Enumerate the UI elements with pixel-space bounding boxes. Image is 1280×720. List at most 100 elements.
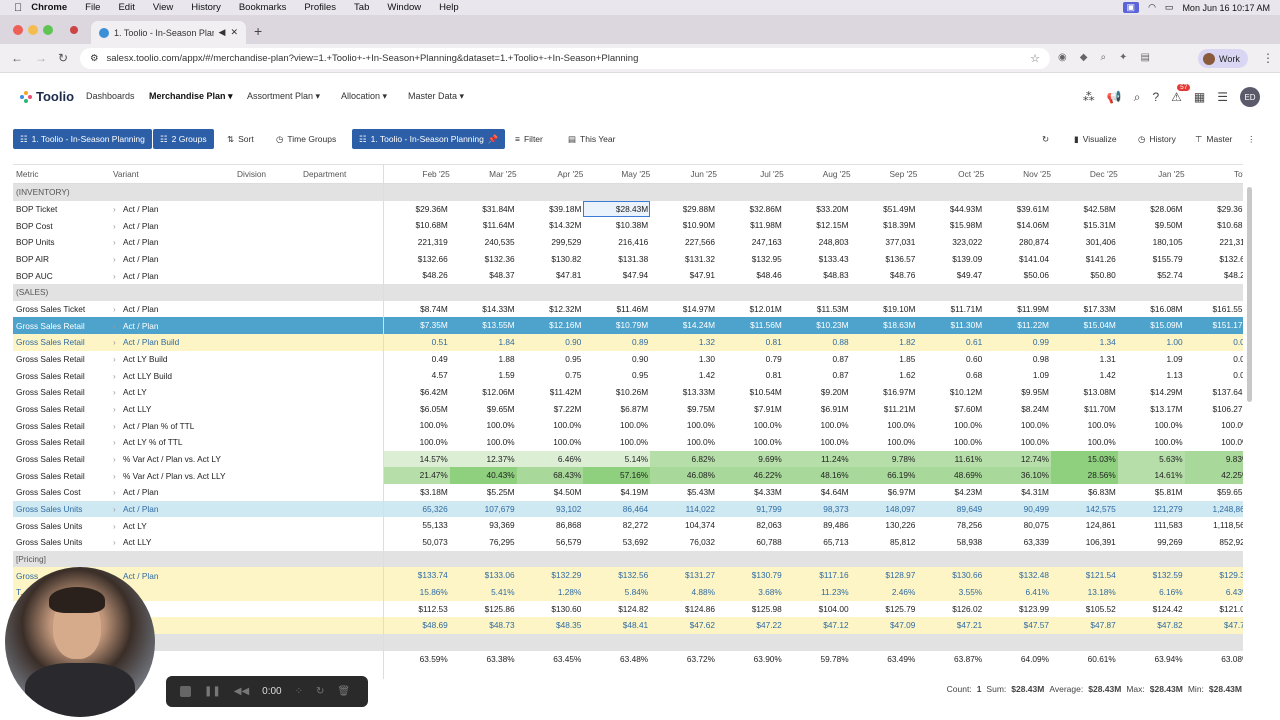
value-cell[interactable]: 1.30: [698, 353, 715, 364]
value-cell[interactable]: 100.0%: [753, 420, 782, 431]
value-cell[interactable]: $129.36: [1219, 570, 1243, 581]
value-cell[interactable]: $48.37: [489, 270, 515, 281]
value-cell[interactable]: 1,118,566: [1213, 520, 1243, 531]
value-cell[interactable]: $16.08M: [1150, 303, 1183, 314]
profile-button[interactable]: Work: [1198, 49, 1248, 68]
value-cell[interactable]: 100.0%: [686, 437, 715, 448]
value-cell[interactable]: $4.23M: [954, 487, 983, 498]
value-cell[interactable]: 53,692: [622, 537, 649, 548]
value-cell[interactable]: 377,031: [885, 237, 916, 247]
value-cell[interactable]: 82,272: [622, 520, 649, 531]
value-cell[interactable]: 6.43%: [1225, 587, 1243, 598]
value-cell[interactable]: 130,226: [885, 520, 916, 531]
value-cell[interactable]: 100.0%: [820, 420, 849, 431]
value-cell[interactable]: $126.02: [952, 603, 983, 614]
value-cell[interactable]: $8.74M: [420, 303, 448, 314]
value-cell[interactable]: 63,339: [1023, 537, 1049, 548]
value-cell[interactable]: $133.74: [417, 570, 448, 581]
variant-cell[interactable]: › Act / Plan: [113, 321, 238, 331]
value-cell[interactable]: 1.13: [1166, 370, 1183, 381]
value-cell[interactable]: 89,649: [956, 503, 983, 514]
value-cell[interactable]: $52.74: [1157, 270, 1183, 281]
value-cell[interactable]: $44.93M: [949, 203, 983, 214]
value-cell[interactable]: 48.16%: [783, 467, 851, 485]
restart-icon[interactable]: ↻: [316, 686, 325, 697]
apple-icon[interactable]: : [14, 2, 22, 14]
value-cell[interactable]: $9.50M: [1154, 220, 1183, 231]
value-cell[interactable]: $125.98: [751, 603, 782, 614]
metric-cell[interactable]: Gross Sales Units: [16, 537, 83, 548]
master-button[interactable]: ⊤ Master: [1195, 133, 1233, 145]
col-month[interactable]: Feb '25: [422, 169, 450, 179]
value-cell[interactable]: $10.38M: [615, 220, 649, 231]
value-cell[interactable]: $139.09: [952, 253, 983, 264]
value-cell[interactable]: $4.50M: [553, 487, 582, 498]
col-month[interactable]: Mar '25: [489, 169, 517, 179]
value-cell[interactable]: 63.87%: [954, 653, 983, 664]
value-cell[interactable]: $132.56: [618, 570, 649, 581]
value-cell[interactable]: $11.64M: [482, 220, 515, 231]
value-cell[interactable]: $15.04M: [1083, 320, 1116, 331]
value-cell[interactable]: $39.61M: [1016, 203, 1049, 214]
rewind-icon[interactable]: ◀◀: [233, 686, 250, 697]
value-cell[interactable]: 1.62: [899, 370, 916, 381]
value-cell[interactable]: $136.57: [885, 253, 916, 264]
site-info-icon[interactable]: ⚙: [90, 53, 99, 64]
value-cell[interactable]: 0.00: [1233, 337, 1243, 348]
value-cell[interactable]: $124.86: [684, 603, 715, 614]
menu-item[interactable]: Help: [430, 2, 459, 13]
expand-chevron-icon[interactable]: ›: [113, 437, 116, 448]
expand-chevron-icon[interactable]: ›: [113, 387, 116, 398]
value-cell[interactable]: $47.91: [689, 270, 715, 281]
value-cell[interactable]: $47.21: [956, 620, 983, 631]
value-cell[interactable]: 4.57: [431, 370, 448, 381]
zoom-window-icon[interactable]: [43, 25, 53, 35]
value-cell[interactable]: $17.33M: [1083, 303, 1116, 314]
tab-close-icon[interactable]: ✕: [230, 27, 238, 37]
value-cell[interactable]: $9.75M: [687, 403, 715, 414]
value-cell[interactable]: 58,938: [956, 537, 983, 548]
value-cell[interactable]: $12.32M: [549, 303, 582, 314]
value-cell[interactable]: 91,799: [756, 503, 782, 514]
value-cell[interactable]: 36.10%: [984, 467, 1051, 485]
col-month[interactable]: Sep '25: [889, 169, 918, 179]
value-cell[interactable]: 57.16%: [583, 467, 651, 485]
value-cell[interactable]: 63.90%: [753, 653, 782, 664]
browser-menu-icon[interactable]: ⋮: [1262, 51, 1274, 65]
value-cell[interactable]: 9.78%: [850, 450, 918, 468]
value-cell[interactable]: 63.49%: [887, 653, 916, 664]
col-department[interactable]: Department: [303, 169, 347, 179]
expand-chevron-icon[interactable]: ›: [113, 537, 116, 548]
bookmark-star-icon[interactable]: ☆: [1030, 53, 1040, 65]
value-cell[interactable]: 100.0%: [419, 420, 448, 431]
value-cell[interactable]: $14.29M: [1150, 387, 1183, 398]
value-cell[interactable]: $18.63M: [883, 320, 916, 331]
value-cell[interactable]: $47.87: [1090, 620, 1116, 631]
value-cell[interactable]: $6.97M: [887, 487, 916, 498]
value-cell[interactable]: 63.45%: [553, 653, 582, 664]
menu-app[interactable]: Chrome: [23, 2, 67, 13]
value-cell[interactable]: $29.36M: [415, 203, 448, 214]
value-cell[interactable]: 63.72%: [686, 653, 715, 664]
value-cell[interactable]: 100.0%: [1154, 437, 1183, 448]
metric-cell[interactable]: Gross Sales Retail: [16, 404, 85, 415]
value-cell[interactable]: $121.05: [1219, 603, 1243, 614]
hamburger-menu-icon[interactable]: ☰: [1217, 90, 1228, 104]
filter-button[interactable]: ≡ Filter: [515, 134, 543, 144]
value-cell[interactable]: $132.66: [417, 253, 448, 264]
value-cell[interactable]: 14.57%: [383, 450, 450, 468]
nav-assortment-plan[interactable]: Assortment Plan ▾: [247, 91, 321, 101]
menu-item[interactable]: History: [183, 2, 221, 13]
metric-cell[interactable]: Gross Sales Cost: [16, 487, 81, 498]
user-avatar[interactable]: ED: [1240, 87, 1260, 107]
value-cell[interactable]: 89,486: [823, 520, 849, 531]
value-cell[interactable]: 60.61%: [1087, 653, 1116, 664]
expand-chevron-icon[interactable]: ›: [113, 254, 116, 264]
value-cell[interactable]: $33.20M: [816, 203, 849, 214]
view-selector-button[interactable]: ☷ 1. Toolio - In-Season Planning: [13, 129, 152, 149]
value-cell[interactable]: 63.59%: [419, 653, 448, 664]
value-cell[interactable]: $112.53: [418, 603, 448, 614]
value-cell[interactable]: 9.69%: [717, 450, 784, 468]
value-cell[interactable]: $12.16M: [549, 320, 582, 331]
value-cell[interactable]: 65,713: [823, 537, 849, 548]
